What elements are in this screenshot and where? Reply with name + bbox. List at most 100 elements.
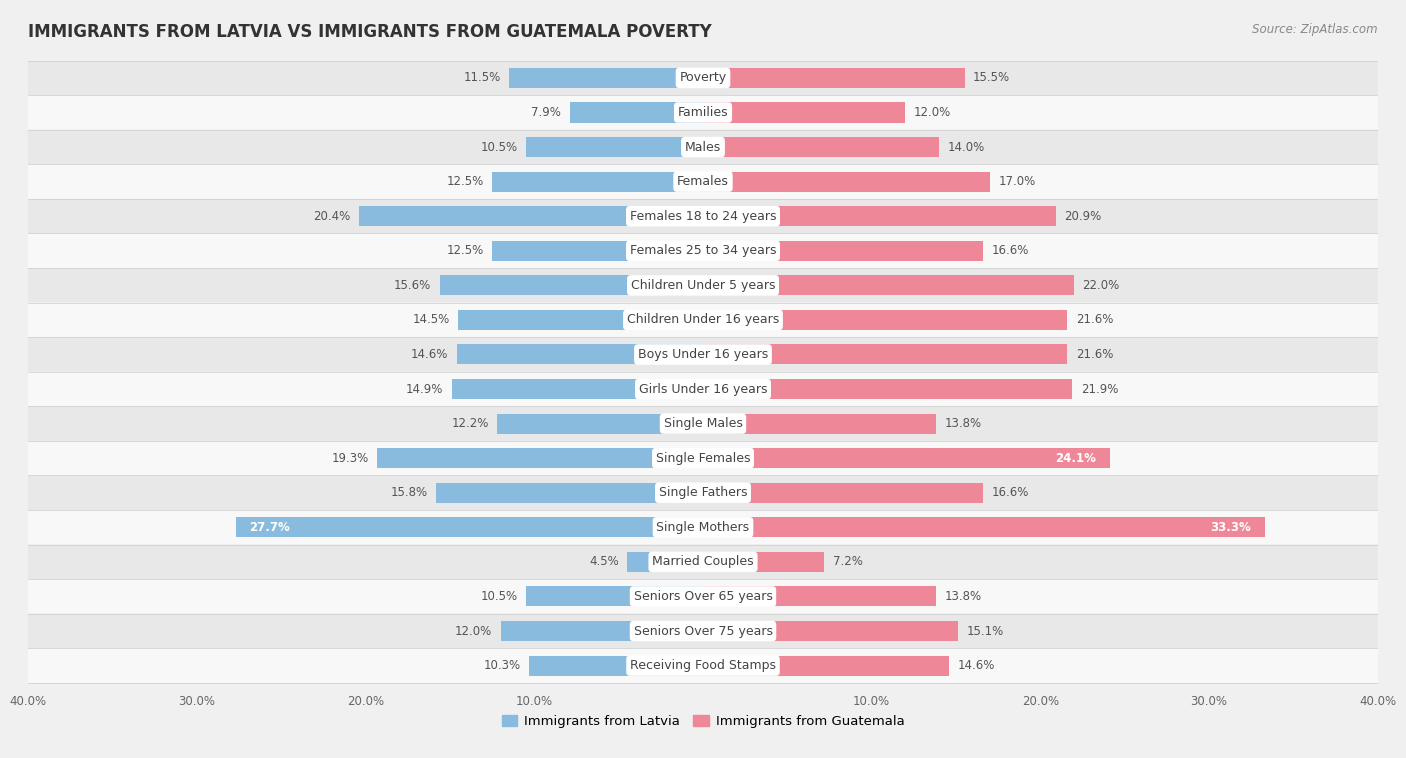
FancyBboxPatch shape [0,199,1406,233]
Bar [703,137,939,157]
FancyBboxPatch shape [0,579,1406,614]
Text: 12.5%: 12.5% [447,175,484,188]
Text: 24.1%: 24.1% [1056,452,1097,465]
Text: Single Males: Single Males [664,417,742,430]
Text: Single Females: Single Females [655,452,751,465]
Bar [703,344,1067,365]
Bar [236,517,703,537]
Text: 10.5%: 10.5% [481,140,517,154]
Text: Families: Families [678,106,728,119]
Bar [501,621,703,641]
FancyBboxPatch shape [0,164,1406,199]
FancyBboxPatch shape [0,614,1406,648]
Bar [359,206,703,226]
FancyBboxPatch shape [0,510,1406,544]
Text: Females: Females [678,175,728,188]
Text: 15.1%: 15.1% [966,625,1004,637]
Bar [703,587,936,606]
Text: 15.8%: 15.8% [391,486,427,500]
Text: 15.5%: 15.5% [973,71,1010,84]
Text: 4.5%: 4.5% [589,556,619,568]
Text: Seniors Over 75 years: Seniors Over 75 years [634,625,772,637]
Bar [703,102,905,123]
Text: 12.5%: 12.5% [447,244,484,257]
Bar [703,241,983,261]
Text: 20.9%: 20.9% [1064,210,1101,223]
Bar [703,310,1067,330]
Text: Boys Under 16 years: Boys Under 16 years [638,348,768,361]
Bar [703,171,990,192]
FancyBboxPatch shape [0,441,1406,475]
Text: 20.4%: 20.4% [314,210,350,223]
Text: 12.2%: 12.2% [451,417,489,430]
Bar [436,483,703,503]
Text: 14.9%: 14.9% [406,383,443,396]
Bar [457,344,703,365]
Text: 14.6%: 14.6% [957,659,995,672]
Bar [627,552,703,572]
Text: 22.0%: 22.0% [1083,279,1119,292]
Text: 33.3%: 33.3% [1211,521,1251,534]
Text: 15.6%: 15.6% [394,279,432,292]
Bar [703,483,983,503]
FancyBboxPatch shape [0,648,1406,683]
Text: 16.6%: 16.6% [991,244,1029,257]
FancyBboxPatch shape [0,371,1406,406]
Text: 10.5%: 10.5% [481,590,517,603]
Text: 13.8%: 13.8% [945,417,981,430]
Text: 12.0%: 12.0% [914,106,950,119]
Text: 7.9%: 7.9% [531,106,561,119]
FancyBboxPatch shape [0,544,1406,579]
Bar [377,448,703,468]
FancyBboxPatch shape [0,61,1406,96]
Bar [440,275,703,296]
Bar [703,275,1074,296]
Bar [703,379,1073,399]
Text: Children Under 5 years: Children Under 5 years [631,279,775,292]
Bar [509,68,703,88]
Text: 21.6%: 21.6% [1076,348,1114,361]
Text: Males: Males [685,140,721,154]
FancyBboxPatch shape [0,302,1406,337]
Text: Females 18 to 24 years: Females 18 to 24 years [630,210,776,223]
Bar [703,414,936,434]
Text: 21.9%: 21.9% [1081,383,1118,396]
Bar [451,379,703,399]
FancyBboxPatch shape [0,130,1406,164]
Bar [703,656,949,675]
Text: Source: ZipAtlas.com: Source: ZipAtlas.com [1253,23,1378,36]
Text: Married Couples: Married Couples [652,556,754,568]
Text: Single Fathers: Single Fathers [659,486,747,500]
Text: Single Mothers: Single Mothers [657,521,749,534]
Text: 10.3%: 10.3% [484,659,520,672]
Bar [703,552,824,572]
FancyBboxPatch shape [0,233,1406,268]
Bar [529,656,703,675]
Legend: Immigrants from Latvia, Immigrants from Guatemala: Immigrants from Latvia, Immigrants from … [496,710,910,734]
FancyBboxPatch shape [0,96,1406,130]
Bar [569,102,703,123]
Bar [526,137,703,157]
Bar [703,621,957,641]
Text: 12.0%: 12.0% [456,625,492,637]
Text: 17.0%: 17.0% [998,175,1035,188]
Text: 21.6%: 21.6% [1076,313,1114,327]
Text: 27.7%: 27.7% [249,521,290,534]
FancyBboxPatch shape [0,475,1406,510]
Bar [703,448,1109,468]
Text: Receiving Food Stamps: Receiving Food Stamps [630,659,776,672]
Text: 11.5%: 11.5% [464,71,501,84]
Bar [492,241,703,261]
Bar [703,517,1265,537]
Text: IMMIGRANTS FROM LATVIA VS IMMIGRANTS FROM GUATEMALA POVERTY: IMMIGRANTS FROM LATVIA VS IMMIGRANTS FRO… [28,23,711,41]
Text: 14.6%: 14.6% [411,348,449,361]
Bar [498,414,703,434]
Text: Females 25 to 34 years: Females 25 to 34 years [630,244,776,257]
Text: 13.8%: 13.8% [945,590,981,603]
Text: Seniors Over 65 years: Seniors Over 65 years [634,590,772,603]
FancyBboxPatch shape [0,268,1406,302]
Text: Girls Under 16 years: Girls Under 16 years [638,383,768,396]
Text: 19.3%: 19.3% [332,452,368,465]
Text: Poverty: Poverty [679,71,727,84]
Text: 7.2%: 7.2% [832,556,863,568]
